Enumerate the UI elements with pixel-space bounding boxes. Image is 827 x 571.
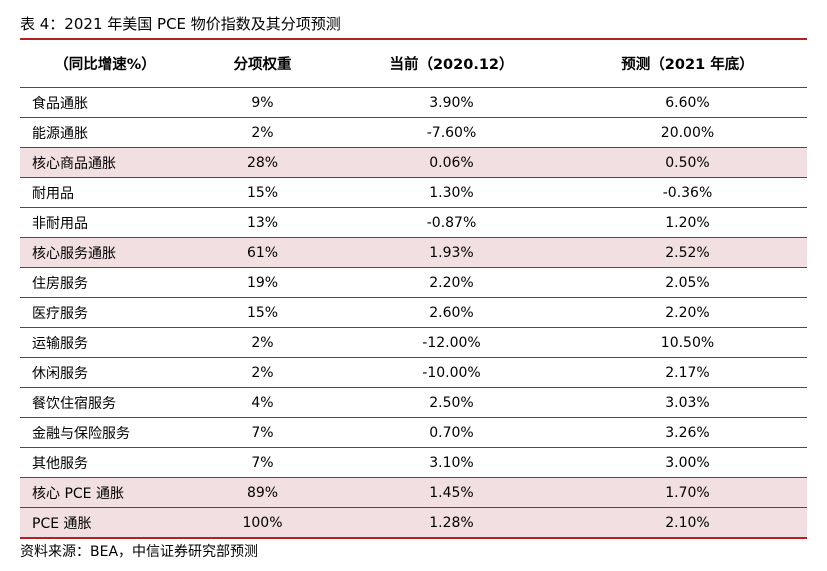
table-row: 食品通胀 9% 3.90% 6.60% [20,87,807,118]
row-forecast-value: -0.36% [568,177,807,208]
row-item-label: 核心 PCE 通胀 [20,477,190,508]
row-forecast-value: 3.26% [568,417,807,448]
row-current-value: 2.60% [335,297,568,328]
row-forecast-value: 2.10% [568,507,807,537]
table-header-row: （同比增速%） 分项权重 当前（2020.12） 预测（2021 年底） [20,40,807,88]
table-row: 餐饮住宿服务 4% 2.50% 3.03% [20,387,807,418]
row-item-label: 其他服务 [20,447,190,478]
header-current: 当前（2020.12） [335,40,568,88]
table-row: 休闲服务 2% -10.00% 2.17% [20,357,807,388]
table-body: 食品通胀 9% 3.90% 6.60% 能源通胀 2% -7.60% 20.00% 核心商品通胀… [20,87,807,537]
row-item-label: 能源通胀 [20,117,190,148]
row-forecast-value: 20.00% [568,117,807,148]
row-current-value: 0.06% [335,147,568,178]
row-forecast-value: 2.20% [568,297,807,328]
row-forecast-value: 6.60% [568,87,807,118]
row-item-label: 核心服务通胀 [20,237,190,268]
header-forecast: 预测（2021 年底） [568,40,807,88]
row-weight: 7% [190,447,335,478]
table-row: 能源通胀 2% -7.60% 20.00% [20,117,807,148]
table-row: 金融与保险服务 7% 0.70% 3.26% [20,417,807,448]
row-item-label: PCE 通胀 [20,507,190,537]
row-item-label: 运输服务 [20,327,190,358]
row-item-label: 食品通胀 [20,87,190,118]
row-current-value: 2.50% [335,387,568,418]
row-item-label: 医疗服务 [20,297,190,328]
row-forecast-value: 2.52% [568,237,807,268]
row-forecast-value: 3.03% [568,387,807,418]
row-current-value: 3.10% [335,447,568,478]
row-item-label: 非耐用品 [20,207,190,238]
row-weight: 2% [190,117,335,148]
row-weight: 2% [190,327,335,358]
row-current-value: 0.70% [335,417,568,448]
row-weight: 13% [190,207,335,238]
table-row: 住房服务 19% 2.20% 2.05% [20,267,807,298]
row-weight: 7% [190,417,335,448]
row-current-value: -12.00% [335,327,568,358]
row-current-value: 1.93% [335,237,568,268]
row-forecast-value: 0.50% [568,147,807,178]
row-current-value: 2.20% [335,267,568,298]
row-weight: 4% [190,387,335,418]
row-item-label: 金融与保险服务 [20,417,190,448]
table-row: 核心商品通胀 28% 0.06% 0.50% [20,147,807,178]
row-forecast-value: 2.17% [568,357,807,388]
row-weight: 89% [190,477,335,508]
row-weight: 2% [190,357,335,388]
row-forecast-value: 3.00% [568,447,807,478]
row-forecast-value: 1.70% [568,477,807,508]
source-note: 资料来源：BEA，中信证券研究部预测 [20,544,259,560]
row-current-value: 3.90% [335,87,568,118]
row-item-label: 餐饮住宿服务 [20,387,190,418]
row-weight: 15% [190,297,335,328]
table-row: 核心 PCE 通胀 89% 1.45% 1.70% [20,477,807,508]
header-weight: 分项权重 [190,40,335,88]
row-forecast-value: 2.05% [568,267,807,298]
row-current-value: -7.60% [335,117,568,148]
row-current-value: 1.45% [335,477,568,508]
row-item-label: 核心商品通胀 [20,147,190,178]
pce-forecast-table: （同比增速%） 分项权重 当前（2020.12） 预测（2021 年底） 食品通… [20,40,807,537]
table-row: PCE 通胀 100% 1.28% 2.10% [20,507,807,537]
table-row: 运输服务 2% -12.00% 10.50% [20,327,807,358]
row-weight: 9% [190,87,335,118]
row-forecast-value: 1.20% [568,207,807,238]
table-row: 耐用品 15% 1.30% -0.36% [20,177,807,208]
table-title: 表 4：2021 年美国 PCE 物价指数及其分项预测 [20,15,341,33]
table-row: 核心服务通胀 61% 1.93% 2.52% [20,237,807,268]
row-weight: 19% [190,267,335,298]
row-current-value: 1.28% [335,507,568,537]
row-current-value: -10.00% [335,357,568,388]
row-weight: 15% [190,177,335,208]
pce-table-container: （同比增速%） 分项权重 当前（2020.12） 预测（2021 年底） 食品通… [20,38,807,539]
header-yoy-growth: （同比增速%） [20,40,190,88]
table-row: 非耐用品 13% -0.87% 1.20% [20,207,807,238]
row-weight: 28% [190,147,335,178]
row-current-value: 1.30% [335,177,568,208]
table-row: 其他服务 7% 3.10% 3.00% [20,447,807,478]
row-item-label: 耐用品 [20,177,190,208]
row-weight: 61% [190,237,335,268]
table-row: 医疗服务 15% 2.60% 2.20% [20,297,807,328]
row-current-value: -0.87% [335,207,568,238]
row-item-label: 休闲服务 [20,357,190,388]
row-item-label: 住房服务 [20,267,190,298]
row-forecast-value: 10.50% [568,327,807,358]
row-weight: 100% [190,507,335,537]
